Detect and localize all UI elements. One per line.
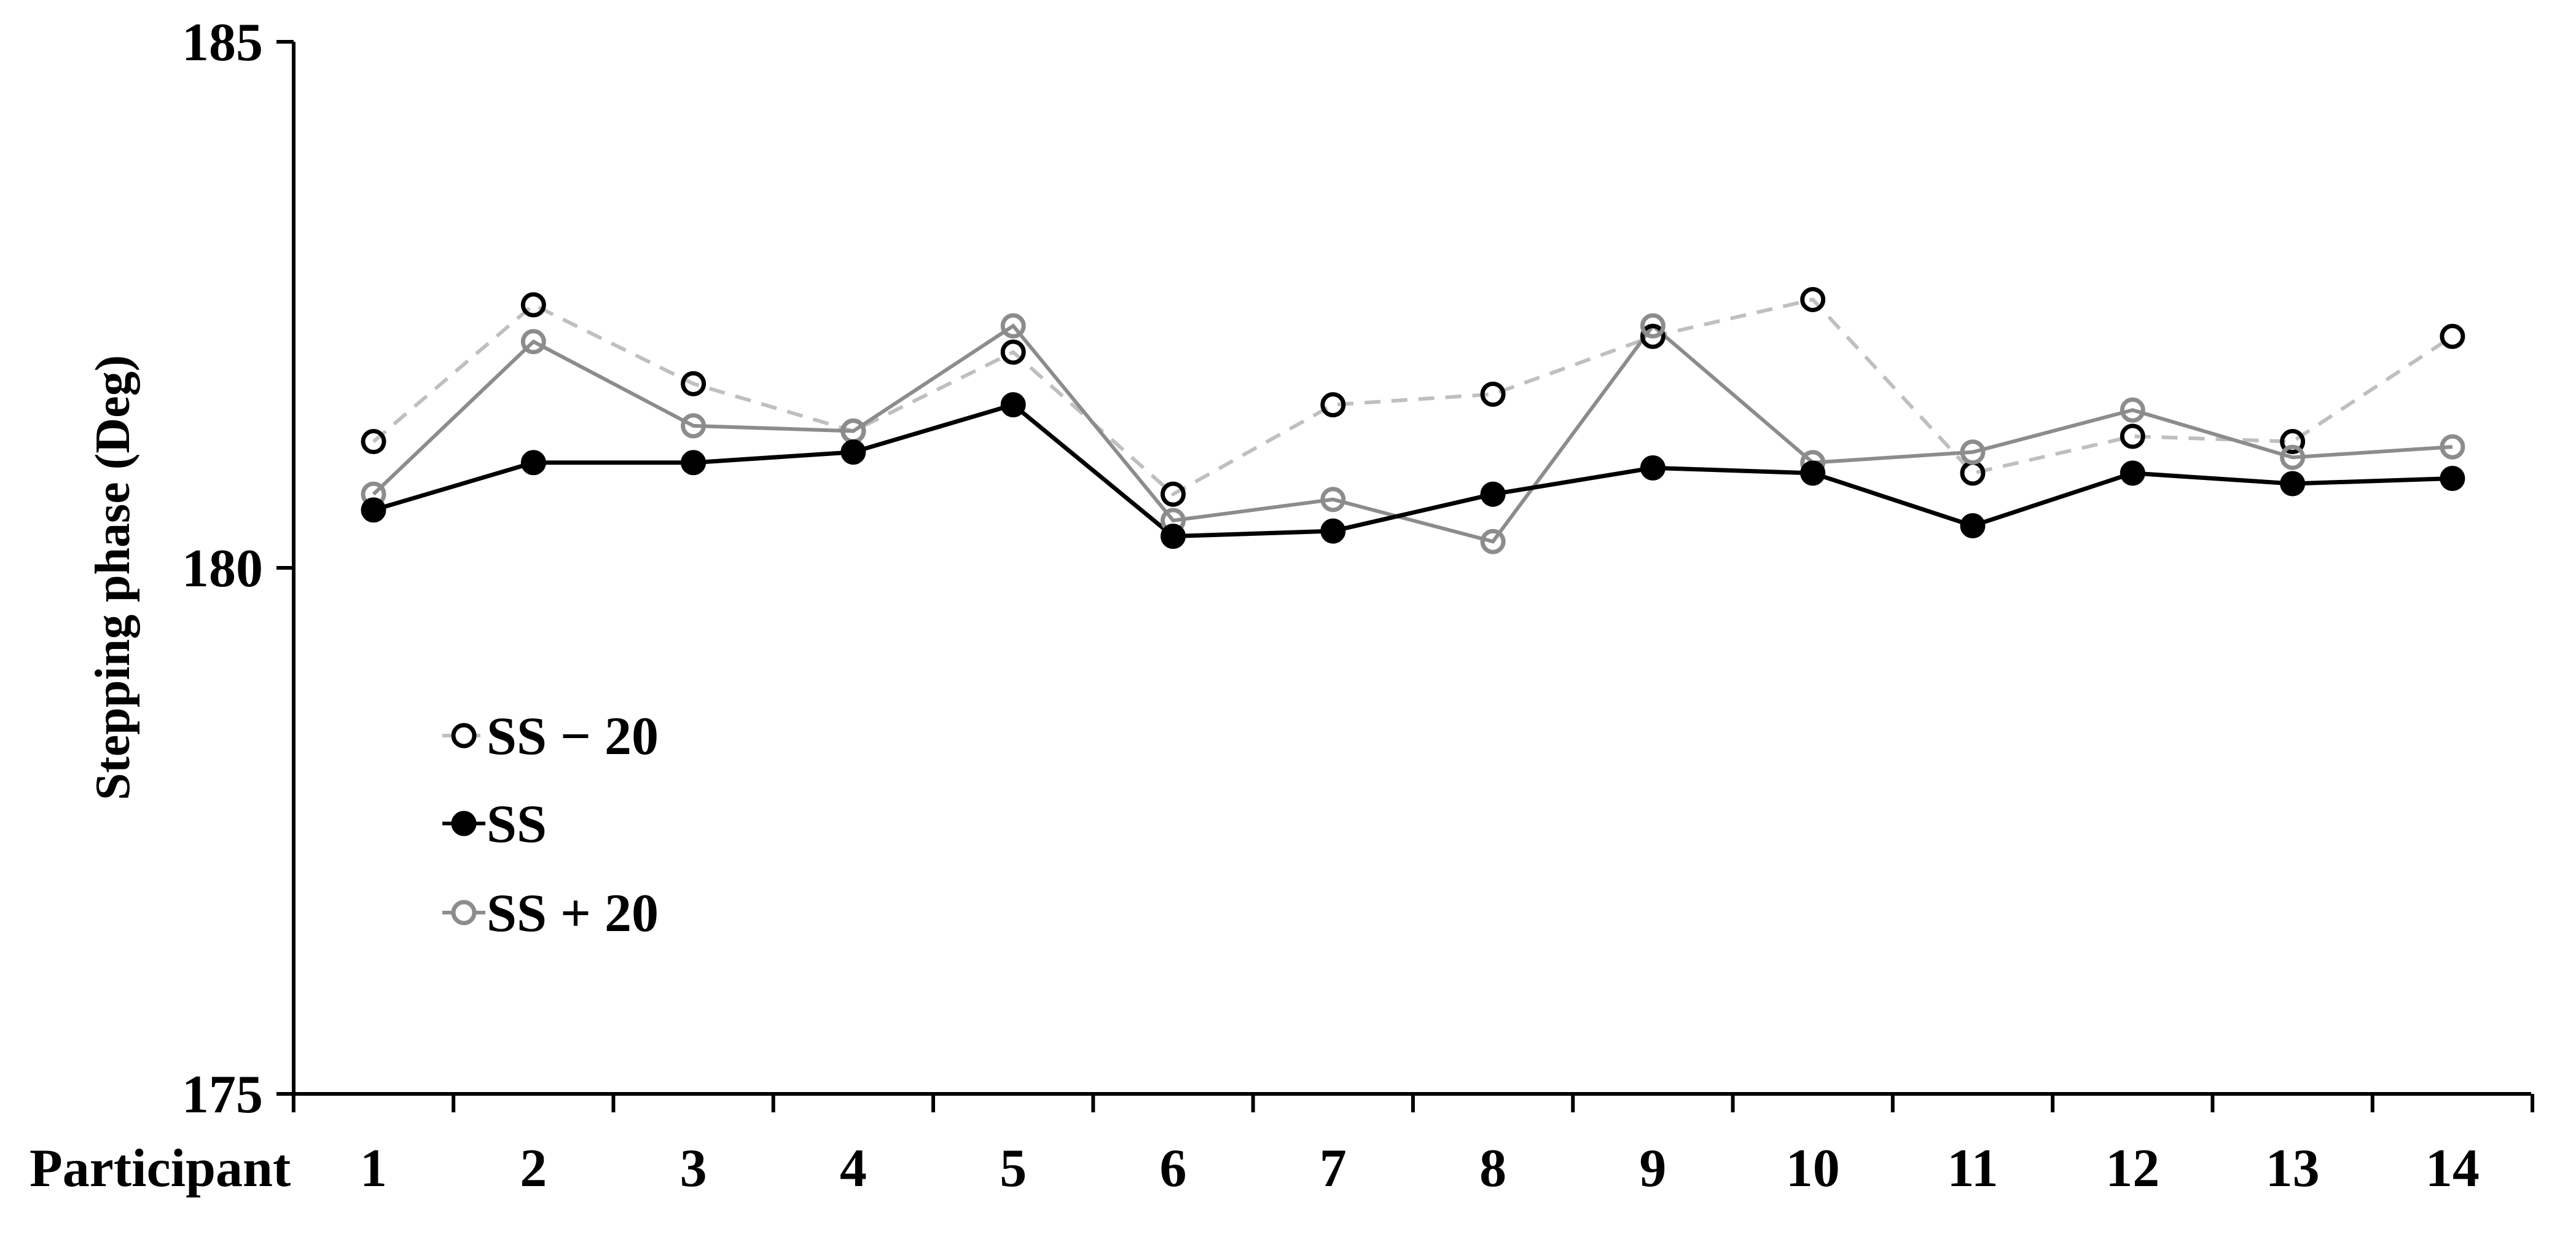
data-point (681, 450, 707, 476)
x-tick-label: 14 (2425, 1139, 2480, 1198)
data-point (681, 371, 707, 396)
data-point (520, 329, 546, 355)
data-point (1161, 524, 1186, 549)
data-point (2440, 323, 2465, 349)
data-point (520, 292, 546, 318)
series-markers (361, 286, 2465, 554)
data-point (1960, 439, 1986, 465)
data-point (2440, 434, 2465, 460)
y-axis-title: Stepping phase (Deg) (86, 355, 140, 801)
data-point (1000, 392, 1026, 418)
series-line-2 (373, 402, 2453, 539)
data-point (840, 439, 866, 465)
data-point (2280, 444, 2306, 470)
data-point (2120, 397, 2145, 423)
data-point (1960, 460, 1986, 486)
data-point (1000, 339, 1026, 365)
x-tick-label: 11 (1947, 1139, 1998, 1198)
legend-marker (451, 811, 477, 836)
data-point (1161, 481, 1186, 507)
x-tick-label: 2 (520, 1139, 547, 1198)
data-point (840, 418, 866, 444)
x-tick-label: 13 (2266, 1139, 2320, 1198)
data-point (2120, 423, 2145, 449)
legend-label: SS + 20 (487, 884, 659, 943)
data-point (2120, 460, 2145, 486)
y-tick-label: 180 (182, 539, 263, 599)
data-point (1480, 481, 1506, 507)
data-point (2280, 429, 2306, 455)
x-tick-label: 6 (1160, 1139, 1187, 1198)
legend-marker (451, 900, 477, 926)
data-point (1320, 518, 1346, 544)
data-point (1000, 313, 1026, 339)
x-tick-label: 7 (1320, 1139, 1347, 1198)
x-tick-label: 10 (1786, 1139, 1840, 1198)
series-lines (372, 297, 2454, 544)
series-line-1 (372, 297, 2454, 497)
data-point (520, 450, 546, 476)
x-tick-label: 8 (1479, 1139, 1506, 1198)
data-point (361, 497, 386, 523)
y-tick-label: 185 (182, 13, 263, 73)
data-point (1320, 392, 1346, 418)
legend-label: SS − 20 (487, 707, 659, 766)
data-point (1960, 513, 1986, 539)
data-point (1640, 455, 1666, 481)
data-point (2440, 465, 2465, 491)
x-tick-label: 1 (360, 1139, 387, 1198)
legend-label: SS (487, 795, 547, 854)
x-tick-label: 9 (1639, 1139, 1666, 1198)
x-tick-label: 12 (2105, 1139, 2159, 1198)
data-point (1800, 460, 1826, 486)
data-point (361, 429, 386, 455)
data-point (1480, 529, 1506, 554)
data-point (681, 413, 707, 439)
x-tick-label: 5 (1000, 1139, 1027, 1198)
legend-marker (451, 723, 477, 749)
x-axis-title: Participant (29, 1139, 291, 1198)
legend: SS − 20 SS SS + 20 (442, 707, 659, 943)
data-point (1320, 487, 1346, 513)
data-point (1640, 323, 1666, 349)
x-tick-label: 4 (840, 1139, 867, 1198)
data-point (1640, 313, 1666, 339)
x-tick-label: 3 (680, 1139, 707, 1198)
y-tick-label: 175 (182, 1065, 263, 1125)
data-point (1480, 382, 1506, 407)
series-line-3 (372, 323, 2453, 544)
data-point (1800, 286, 1826, 312)
data-point (2280, 471, 2306, 497)
